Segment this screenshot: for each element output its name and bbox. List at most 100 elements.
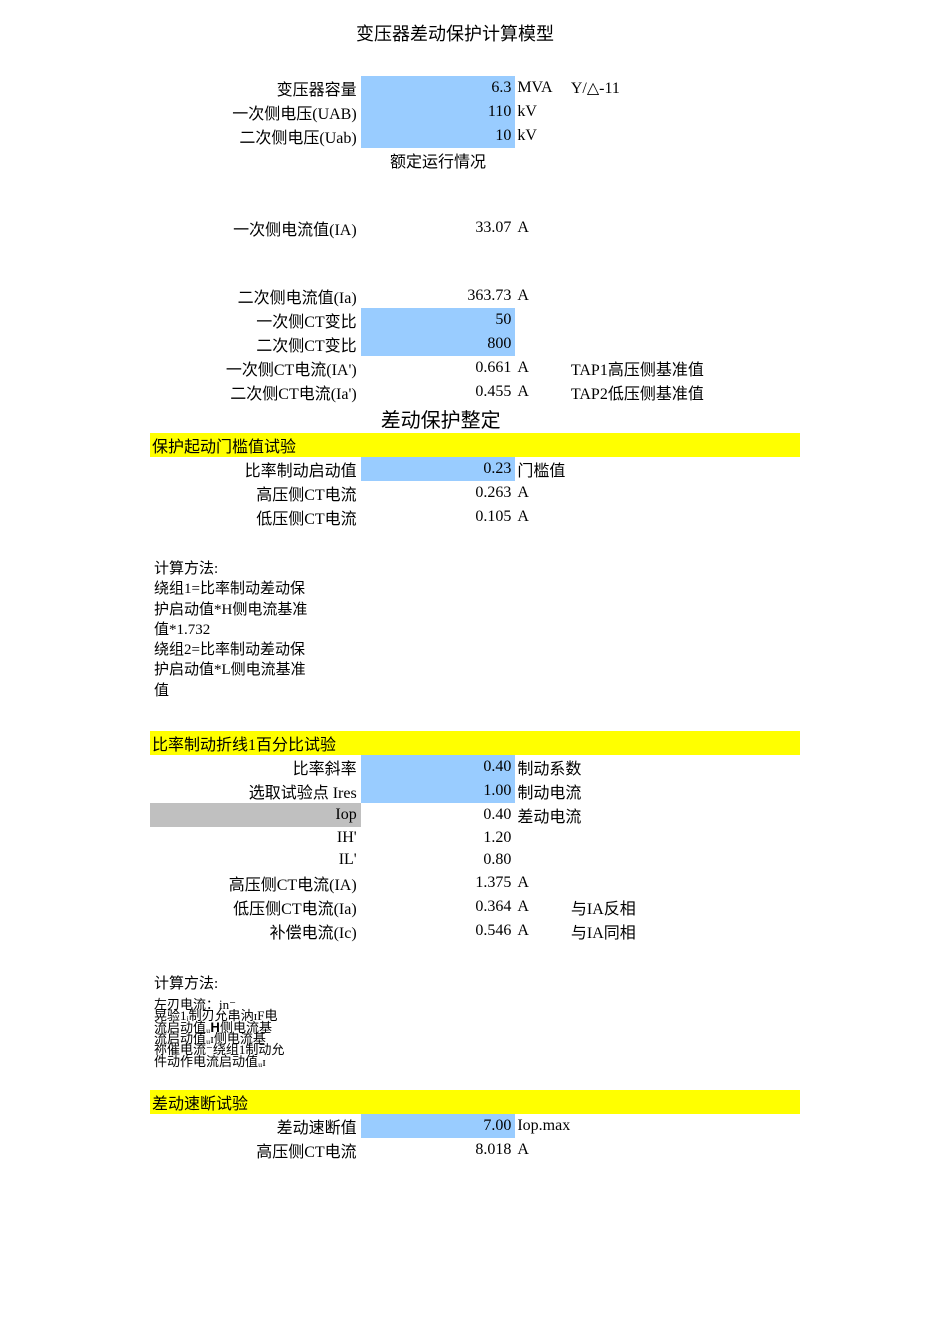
note-fast: Iop.max (515, 1114, 800, 1138)
label-ires: 选取试验点 Ires (150, 779, 361, 803)
row-iop: Iop 0.40 差动电流 (150, 803, 800, 827)
unit-ia-primary: A (515, 216, 567, 240)
value-ires[interactable]: 1.00 (361, 779, 516, 803)
label-iop: Iop (150, 803, 361, 827)
value-slope[interactable]: 0.40 (361, 755, 516, 779)
unit-s2-hv-ia: A (515, 871, 567, 895)
section2-header: 比率制动折线1百分比试验 (150, 731, 515, 755)
row-slope: 比率斜率 0.40 制动系数 (150, 755, 800, 779)
row-s2-garbled: 左刃电流：in⁻ 晃验1ᵢ制刃允串汭ɪF电 流启动值ᵤ𝐇侧电流基 流启动值ᵤɪ侧… (150, 995, 800, 1068)
note-ct-ia-secondary: TAP2低压侧基准值 (567, 380, 800, 404)
label-start: 比率制动启动值 (150, 457, 361, 481)
section1-header: 保护起动门槛值试验 (150, 433, 361, 457)
row-s1-notes: 计算方法: 绕组1=比率制动差动保 护启动值*H侧电流基准 值*1.732 绕组… (150, 551, 800, 709)
row-s3-hv: 高压侧CT电流 8.018 A (150, 1138, 800, 1162)
s2-notes-heading: 计算方法: (150, 965, 800, 995)
label-uab-primary: 一次侧电压(UAB) (150, 100, 361, 124)
unit-capacity: MVA (515, 76, 567, 100)
value-s2-lv-ia: 0.364 (361, 895, 516, 919)
note-ct-ia-primary: TAP1高压侧基准值 (567, 356, 800, 380)
unit-s1-hv: A (515, 481, 567, 505)
row-il: IL' 0.80 (150, 849, 800, 871)
label-slope: 比率斜率 (150, 755, 361, 779)
row-ct-secondary: 二次侧CT变比 800 (150, 332, 800, 356)
note-ires: 制动电流 (515, 779, 800, 803)
row-ires: 选取试验点 Ires 1.00 制动电流 (150, 779, 800, 803)
label-s2-lv-ia: 低压侧CT电流(Ia) (150, 895, 361, 919)
s1-notes: 计算方法: 绕组1=比率制动差动保 护启动值*H侧电流基准 值*1.732 绕组… (150, 551, 800, 709)
row-fast: 差动速断值 7.00 Iop.max (150, 1114, 800, 1138)
label-capacity: 变压器容量 (150, 76, 361, 100)
unit-uab-secondary: kV (515, 124, 567, 148)
value-ct-ia-secondary: 0.455 (361, 380, 516, 404)
label-s2-hv-ia: 高压侧CT电流(IA) (150, 871, 361, 895)
value-ct-primary[interactable]: 50 (361, 308, 516, 332)
value-iop: 0.40 (361, 803, 516, 827)
row-ct-ia-secondary: 二次侧CT电流(Ia') 0.455 A TAP2低压侧基准值 (150, 380, 800, 404)
row-s1-lv: 低压侧CT电流 0.105 A (150, 505, 800, 529)
label-ia-primary: 一次侧电流值(IA) (150, 216, 361, 240)
unit-s2-comp-ic: A (515, 919, 567, 943)
unit-ct-ia-primary: A (515, 356, 567, 380)
value-ct-secondary[interactable]: 800 (361, 332, 516, 356)
value-capacity[interactable]: 6.3 (361, 76, 516, 100)
row-start-value: 比率制动启动值 0.23 门槛值 (150, 457, 800, 481)
row-uab-primary: 一次侧电压(UAB) 110 kV (150, 100, 800, 124)
row-s1-hv: 高压侧CT电流 0.263 A (150, 481, 800, 505)
row-s2-comp-ic: 补偿电流(Ic) 0.546 A 与IA同相 (150, 919, 800, 943)
row-rated-heading: 额定运行情况 (150, 148, 800, 172)
value-ia-secondary: 363.73 (361, 284, 516, 308)
unit-uab-primary: kV (515, 100, 567, 124)
value-uab-secondary[interactable]: 10 (361, 124, 516, 148)
value-uab-primary[interactable]: 110 (361, 100, 516, 124)
label-s1-hv: 高压侧CT电流 (150, 481, 361, 505)
value-s2-comp-ic: 0.546 (361, 919, 516, 943)
label-ia-secondary: 二次侧电流值(Ia) (150, 284, 361, 308)
value-ia-primary: 33.07 (361, 216, 516, 240)
row-ih: IH' 1.20 (150, 827, 800, 849)
diff-heading: 差动保护整定 (361, 404, 567, 433)
s2-garbled: 左刃电流：in⁻ 晃验1ᵢ制刃允串汭ɪF电 流启动值ᵤ𝐇侧电流基 流启动值ᵤɪ侧… (150, 995, 800, 1068)
value-ih: 1.20 (361, 827, 516, 849)
label-s1-lv: 低压侧CT电流 (150, 505, 361, 529)
label-il: IL' (150, 849, 361, 871)
note-slope: 制动系数 (515, 755, 800, 779)
value-s3-hv: 8.018 (361, 1138, 516, 1162)
note-iop: 差动电流 (515, 803, 800, 827)
section2-header-row: 比率制动折线1百分比试验 (150, 731, 800, 755)
unit-s2-lv-ia: A (515, 895, 567, 919)
section3-header: 差动速断试验 (150, 1090, 361, 1114)
note-start: 门槛值 (515, 457, 800, 481)
note-s2-lv-ia: 与IA反相 (567, 895, 800, 919)
unit-s3-hv: A (515, 1138, 567, 1162)
value-ct-ia-primary: 0.661 (361, 356, 516, 380)
row-ct-ia-primary: 一次侧CT电流(IA') 0.661 A TAP1高压侧基准值 (150, 356, 800, 380)
label-fast: 差动速断值 (150, 1114, 361, 1138)
row-s2-hv-ia: 高压侧CT电流(IA) 1.375 A (150, 871, 800, 895)
section1-header-row: 保护起动门槛值试验 (150, 433, 800, 457)
value-fast[interactable]: 7.00 (361, 1114, 516, 1138)
note-capacity: Y/△-11 (567, 76, 800, 100)
value-il: 0.80 (361, 849, 516, 871)
unit-s1-lv: A (515, 505, 567, 529)
label-ct-secondary: 二次侧CT变比 (150, 332, 361, 356)
label-ct-ia-primary: 一次侧CT电流(IA') (150, 356, 361, 380)
value-start[interactable]: 0.23 (361, 457, 516, 481)
value-s2-hv-ia: 1.375 (361, 871, 516, 895)
row-diff-heading: 差动保护整定 (150, 404, 800, 433)
value-s1-lv: 0.105 (361, 505, 516, 529)
label-uab-secondary: 二次侧电压(Uab) (150, 124, 361, 148)
label-ct-ia-secondary: 二次侧CT电流(Ia') (150, 380, 361, 404)
label-ct-primary: 一次侧CT变比 (150, 308, 361, 332)
row-ct-primary: 一次侧CT变比 50 (150, 308, 800, 332)
section3-header-row: 差动速断试验 (150, 1090, 800, 1114)
row-capacity: 变压器容量 6.3 MVA Y/△-11 (150, 76, 800, 100)
value-s1-hv: 0.263 (361, 481, 516, 505)
unit-ct-ia-secondary: A (515, 380, 567, 404)
row-s2-lv-ia: 低压侧CT电流(Ia) 0.364 A 与IA反相 (150, 895, 800, 919)
note-s2-comp-ic: 与IA同相 (567, 919, 800, 943)
row-uab-secondary: 二次侧电压(Uab) 10 kV (150, 124, 800, 148)
page-title: 变压器差动保护计算模型 (110, 20, 800, 46)
rated-heading: 额定运行情况 (361, 148, 516, 172)
label-ih: IH' (150, 827, 361, 849)
